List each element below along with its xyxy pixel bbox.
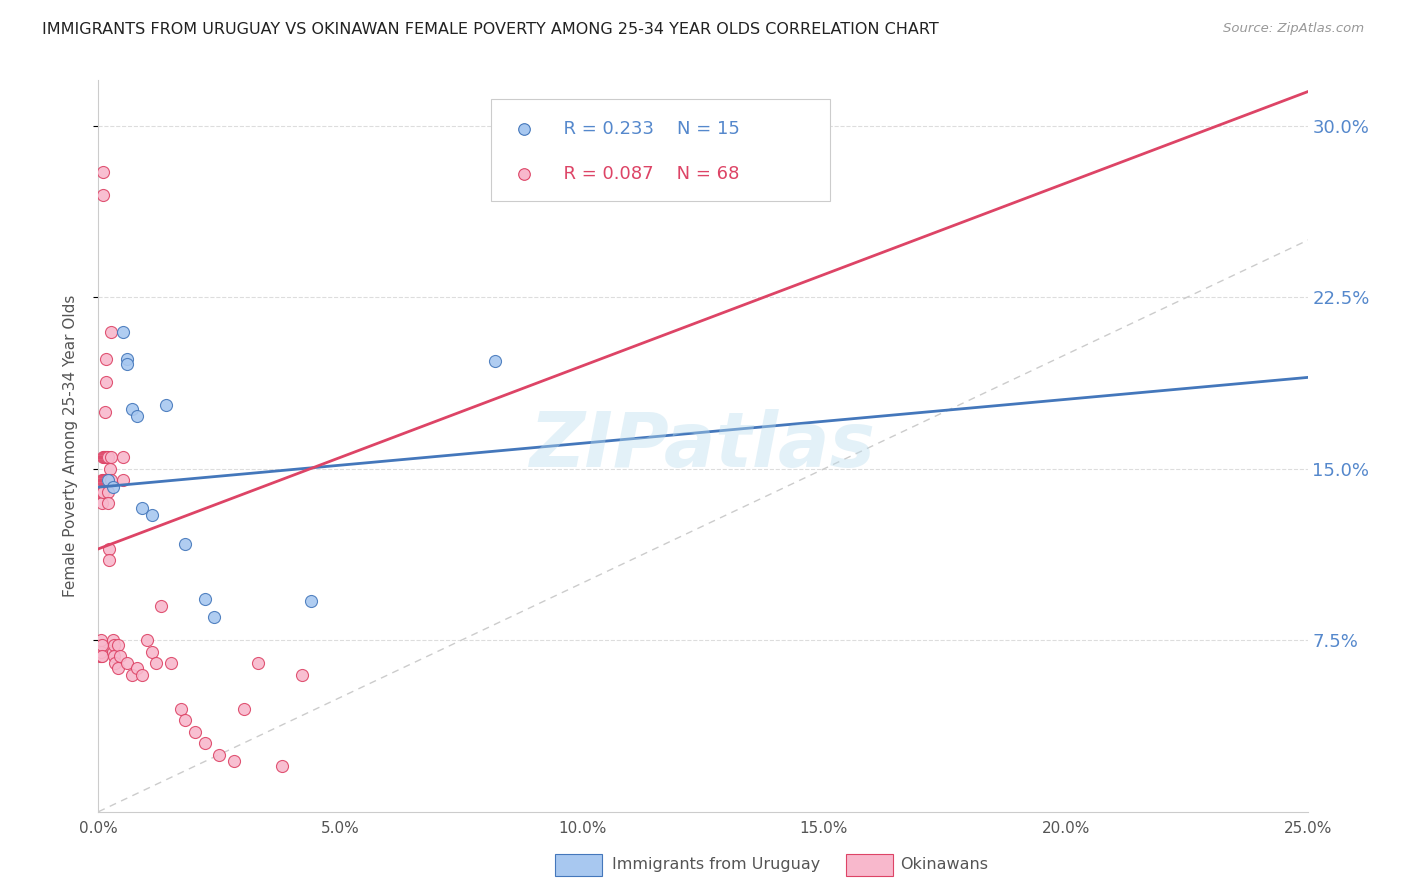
Point: [121, 402, 143, 417]
Point: [131, 667, 153, 681]
Point: [97, 484, 120, 499]
Point: [91, 164, 114, 178]
Point: [97, 473, 120, 487]
Point: [108, 649, 131, 664]
Point: [90, 649, 112, 664]
Point: [91, 484, 114, 499]
Point: [174, 714, 197, 728]
Y-axis label: Female Poverty Among 25-34 Year Olds: Female Poverty Among 25-34 Year Olds: [63, 295, 77, 597]
Point: [127, 409, 149, 424]
Point: [91, 450, 114, 465]
Point: [117, 357, 139, 371]
Point: [96, 473, 118, 487]
Point: [111, 325, 134, 339]
Point: [94, 450, 117, 465]
Point: [98, 553, 121, 567]
Point: [100, 450, 122, 465]
Point: [94, 473, 117, 487]
Point: [141, 645, 163, 659]
Point: [160, 656, 183, 670]
Point: [121, 667, 143, 681]
Point: [155, 398, 177, 412]
Point: [299, 594, 322, 608]
Point: [104, 656, 127, 670]
Point: [91, 473, 114, 487]
Point: [117, 656, 139, 670]
Text: ZIPatlas: ZIPatlas: [530, 409, 876, 483]
Point: [90, 638, 112, 652]
Point: [91, 473, 114, 487]
Point: [93, 405, 115, 419]
Point: [93, 473, 115, 487]
Point: [100, 325, 122, 339]
Point: [169, 702, 191, 716]
Point: [111, 450, 134, 465]
Point: [208, 747, 231, 762]
Point: [101, 633, 124, 648]
Point: [107, 638, 129, 652]
Point: [89, 645, 111, 659]
Point: [204, 610, 226, 624]
Point: [135, 633, 157, 648]
Text: R = 0.233    N = 15: R = 0.233 N = 15: [553, 120, 740, 138]
Text: Immigrants from Uruguay: Immigrants from Uruguay: [612, 857, 820, 872]
Point: [127, 661, 149, 675]
Text: Okinawans: Okinawans: [900, 857, 988, 872]
Point: [484, 354, 506, 368]
Point: [194, 736, 217, 750]
FancyBboxPatch shape: [492, 99, 830, 201]
Point: [145, 656, 167, 670]
Point: [98, 541, 121, 556]
Point: [94, 473, 117, 487]
Point: [150, 599, 173, 613]
Point: [89, 484, 111, 499]
Point: [89, 649, 111, 664]
Text: R = 0.087    N = 68: R = 0.087 N = 68: [553, 164, 740, 183]
Point: [97, 496, 120, 510]
Text: Source: ZipAtlas.com: Source: ZipAtlas.com: [1223, 22, 1364, 36]
Point: [90, 638, 112, 652]
Point: [90, 645, 112, 659]
Point: [89, 638, 111, 652]
Point: [91, 496, 114, 510]
Point: [103, 649, 125, 664]
Point: [101, 645, 124, 659]
Point: [107, 661, 129, 675]
Point: [101, 480, 124, 494]
Point: [184, 724, 207, 739]
Point: [90, 649, 112, 664]
Point: [91, 484, 114, 499]
Point: [96, 375, 118, 389]
Point: [141, 508, 163, 522]
Point: [91, 187, 114, 202]
Point: [100, 473, 122, 487]
Point: [111, 473, 134, 487]
Point: [247, 656, 270, 670]
Point: [94, 450, 117, 465]
Point: [174, 537, 197, 551]
Point: [232, 702, 254, 716]
Point: [271, 759, 294, 773]
Point: [131, 500, 153, 515]
Point: [117, 352, 139, 367]
Point: [96, 450, 118, 465]
Point: [290, 667, 312, 681]
Text: IMMIGRANTS FROM URUGUAY VS OKINAWAN FEMALE POVERTY AMONG 25-34 YEAR OLDS CORRELA: IMMIGRANTS FROM URUGUAY VS OKINAWAN FEMA…: [42, 22, 939, 37]
Point: [103, 638, 125, 652]
Point: [93, 450, 115, 465]
Point: [97, 450, 120, 465]
Point: [222, 755, 245, 769]
Point: [98, 462, 121, 476]
Point: [90, 633, 112, 648]
Point: [89, 484, 111, 499]
Point: [96, 352, 118, 367]
Point: [194, 592, 217, 607]
